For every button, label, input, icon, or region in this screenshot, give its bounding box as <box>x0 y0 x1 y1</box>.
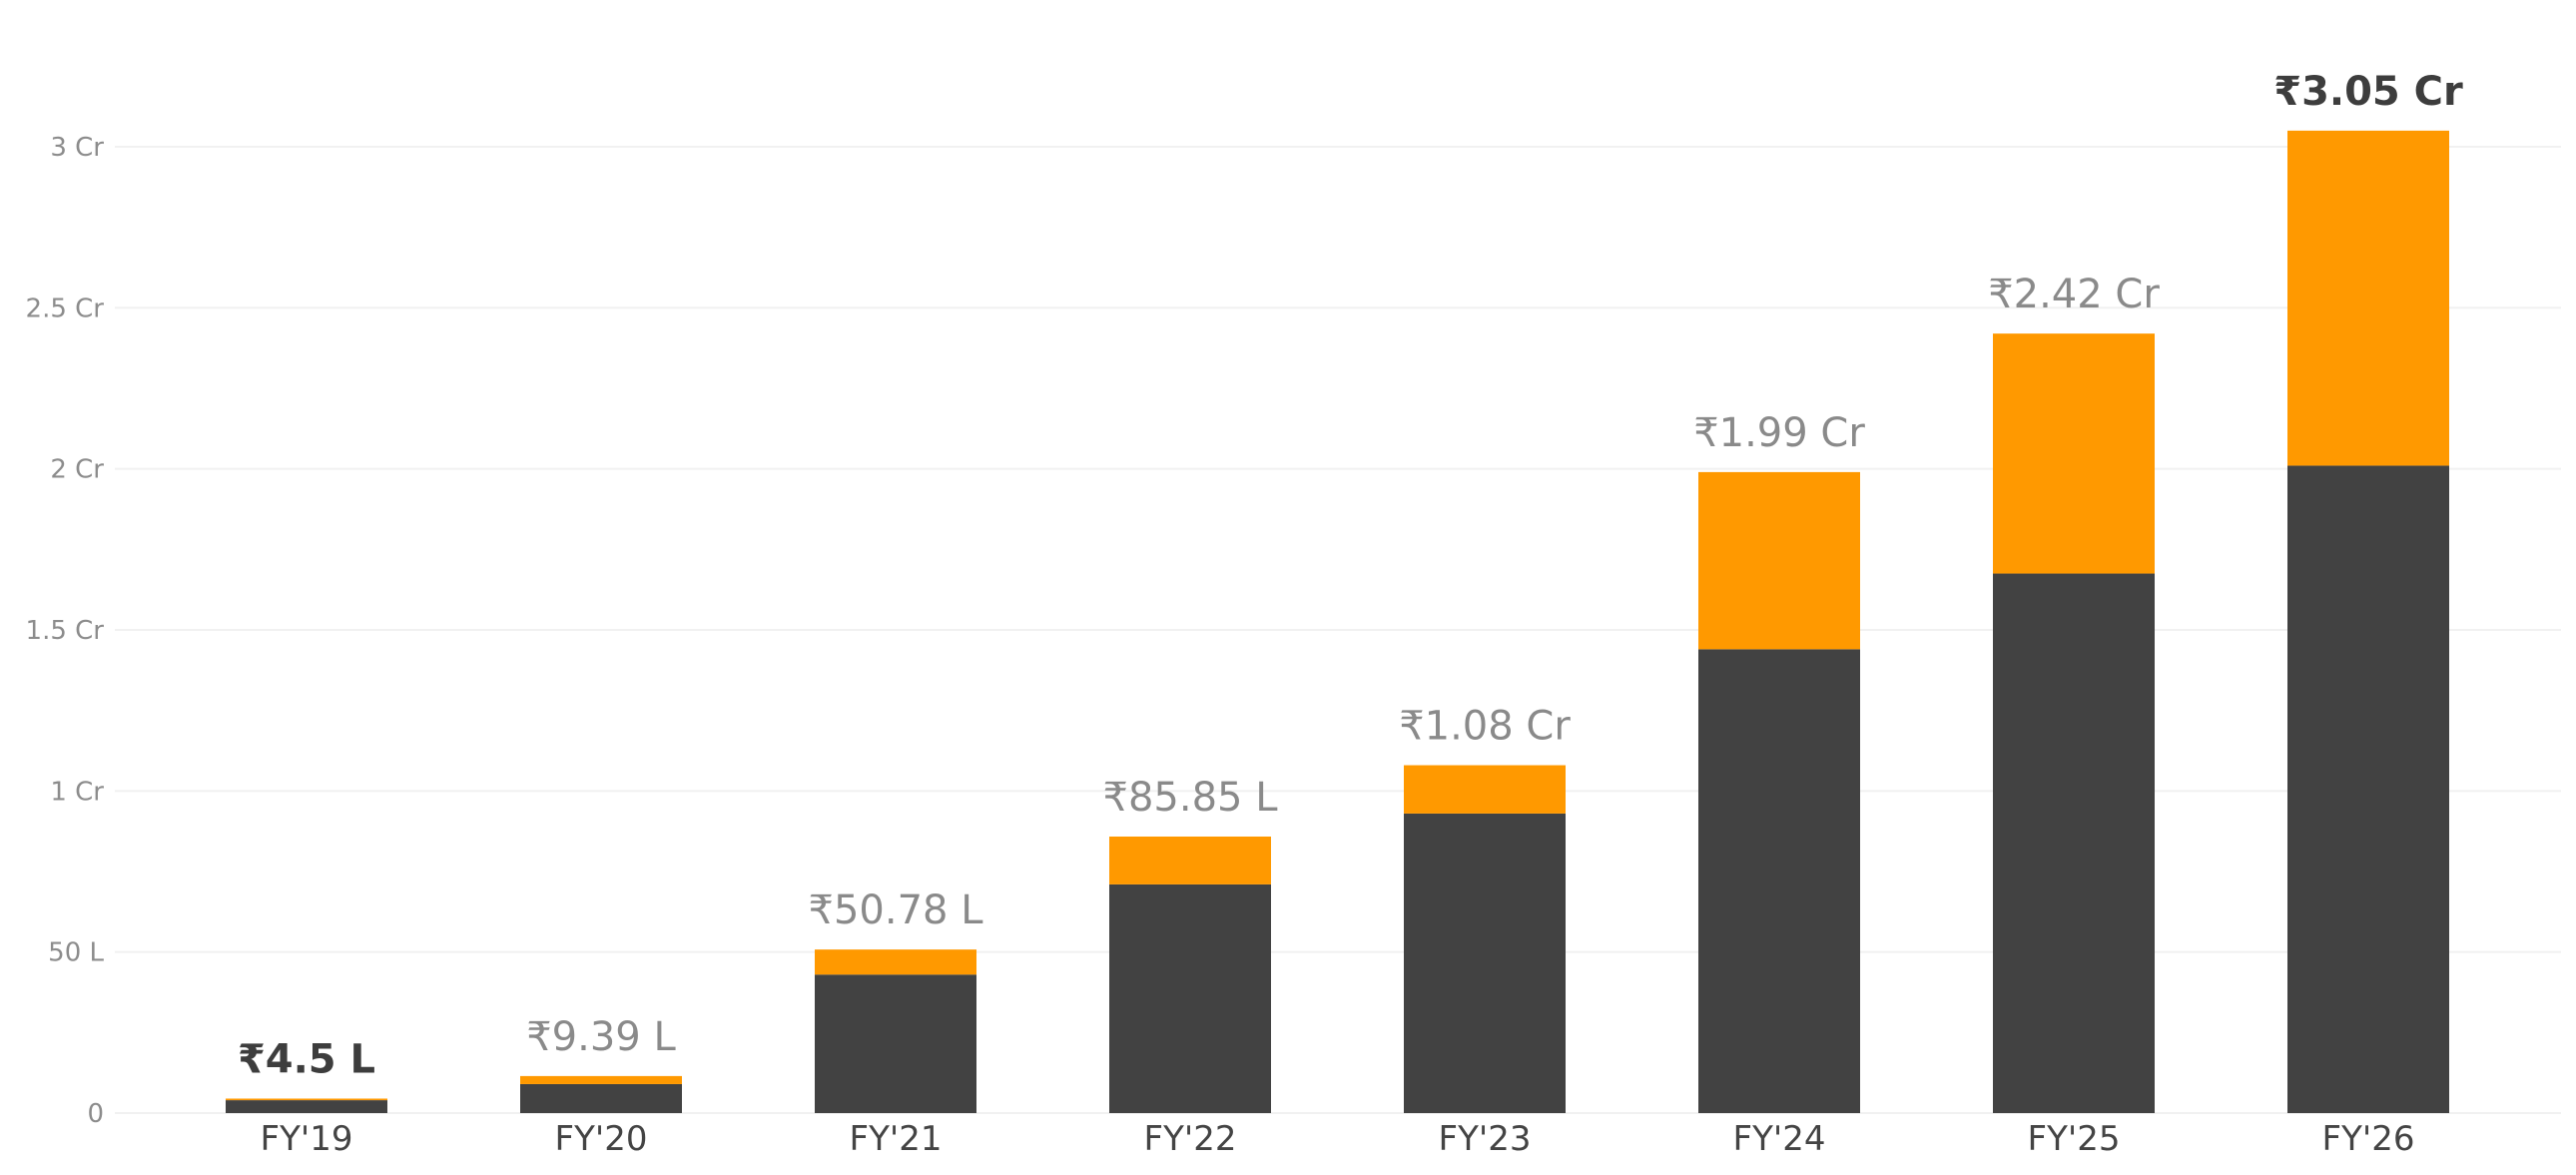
bar-segment-base <box>520 1083 682 1113</box>
bar-segment-top <box>2287 130 2449 466</box>
x-tick-label: FY'19 <box>261 1119 353 1159</box>
y-tick-label: 2.5 Cr <box>26 294 105 323</box>
bar-total-label: ₹85.85 L <box>1103 775 1279 821</box>
bar-segment-base <box>1404 813 1566 1113</box>
bar-segment-base <box>1698 649 1860 1113</box>
bar-total-label: ₹2.42 Cr <box>1988 272 2160 317</box>
y-tick-label: 3.5 Cr <box>26 0 105 2</box>
x-tick-label: FY'21 <box>850 1119 943 1159</box>
bars <box>226 130 2449 1113</box>
y-tick-label: 3 Cr <box>50 133 104 163</box>
bar-total-label: ₹50.78 L <box>809 887 984 933</box>
bar-segment-top <box>1404 765 1566 814</box>
bar-total-label: ₹3.05 Cr <box>2273 69 2463 115</box>
bar-segment-top <box>226 1098 387 1101</box>
bar-segment-top <box>815 949 976 975</box>
bar-total-label: ₹1.08 Cr <box>1399 704 1571 750</box>
bar-segment-top <box>1993 333 2155 574</box>
y-tick-label: 50 L <box>48 938 104 968</box>
x-axis-tick-labels: FY'19 FY'20 FY'21 FY'22 FY'23 FY'24 FY'25 FY'26 <box>261 1119 2415 1159</box>
bar-segment-base <box>1993 573 2155 1113</box>
bar-segment-top <box>1109 836 1271 884</box>
x-tick-label: FY'25 <box>2028 1119 2121 1159</box>
bar-segment-base <box>815 974 976 1113</box>
x-tick-label: FY'22 <box>1144 1119 1237 1159</box>
y-tick-label: 1 Cr <box>50 777 104 807</box>
total-labels: ₹4.5 L ₹9.39 L ₹50.78 L ₹85.85 L ₹1.08 Cr ₹1.… <box>238 69 2463 1083</box>
bar-segment-base <box>1109 883 1271 1113</box>
bar-segment-base <box>226 1100 387 1113</box>
grid-lines <box>115 146 2561 1114</box>
bar-total-label: ₹9.39 L <box>526 1014 676 1060</box>
x-tick-label: FY'26 <box>2322 1119 2415 1159</box>
y-tick-label: 2 Cr <box>50 455 104 485</box>
bar-segment-top <box>1698 471 1860 650</box>
bar-segment-top <box>520 1075 682 1084</box>
bar-total-label: ₹4.5 L <box>238 1036 375 1082</box>
y-tick-label: 0 <box>87 1099 104 1129</box>
x-tick-label: FY'23 <box>1439 1119 1532 1159</box>
x-tick-label: FY'20 <box>555 1119 648 1159</box>
y-axis-tick-labels: 0 50 L 1 Cr 1.5 Cr 2 Cr 2.5 Cr 3 Cr 3.5 Cr <box>26 0 105 1129</box>
x-tick-label: FY'24 <box>1733 1119 1826 1159</box>
y-tick-label: 1.5 Cr <box>26 616 105 646</box>
bar-segment-base <box>2287 465 2449 1113</box>
bar-total-label: ₹1.99 Cr <box>1693 410 1865 456</box>
